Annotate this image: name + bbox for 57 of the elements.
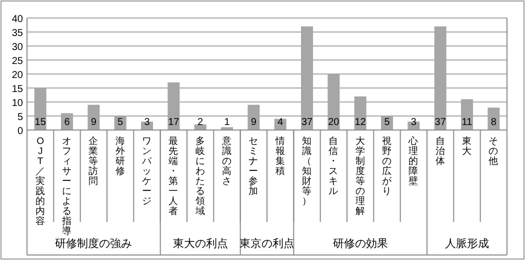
x-tick-label: 意識の高さ	[221, 135, 232, 187]
x-tick-label: 企業等訪問	[88, 135, 99, 187]
data-label: 12	[354, 117, 366, 128]
bar	[301, 26, 313, 130]
bar	[461, 99, 473, 130]
bar	[434, 26, 446, 130]
y-tick-label: 30	[12, 42, 24, 53]
bar	[221, 127, 233, 130]
category-label: オフィサーによる指導	[62, 136, 72, 237]
x-tick-label: 大学制度等の理解	[355, 135, 366, 217]
text: 研修の効果	[332, 237, 388, 250]
data-label: 9	[250, 117, 257, 128]
x-tick-label: 東大	[462, 135, 472, 157]
y-tick-label: 0	[17, 126, 24, 137]
x-tick-label: 自信・スキル	[328, 135, 339, 197]
y-tick-label: 10	[12, 98, 24, 109]
x-tick-label: セミナー参加	[248, 136, 259, 197]
bar	[168, 82, 180, 130]
x-tick-label: 最先端・第一人者	[168, 136, 179, 217]
data-label: 15	[34, 117, 46, 128]
data-label: 8	[490, 117, 497, 128]
data-label: 37	[301, 117, 313, 128]
data-label: 20	[328, 117, 340, 128]
text: 東京の利点	[240, 237, 294, 250]
y-tick-label: 5	[17, 112, 24, 123]
data-label: 5	[384, 117, 390, 128]
data-label: 37	[434, 117, 446, 128]
x-tick-label: 知識（知財等）	[302, 135, 312, 207]
data-label: 3	[144, 117, 150, 128]
data-label: 11	[462, 117, 473, 128]
category-label: OJT／実践的内容	[35, 136, 46, 227]
text: 人脈形成	[445, 237, 489, 250]
y-tick-label: 15	[12, 84, 24, 95]
y-tick-label: 20	[12, 70, 24, 81]
x-tick-label: 多岐にわたる領域	[194, 135, 206, 217]
x-tick-label: ワンパッケージ	[141, 136, 153, 207]
x-tick-label: 自治体	[435, 135, 446, 167]
data-label: 9	[90, 117, 97, 128]
data-label: 5	[118, 117, 124, 128]
data-label: 17	[168, 117, 180, 128]
x-tick-label: 情報集積	[274, 135, 286, 177]
data-label: 6	[64, 117, 70, 128]
x-tick-label: 心理的障壁	[408, 135, 419, 187]
y-tick-label: 40	[12, 14, 24, 25]
x-tick-label: 海外研修	[115, 135, 126, 177]
text: 東大の利点	[172, 237, 228, 250]
data-label: 2	[198, 117, 204, 128]
data-label: 3	[410, 117, 417, 128]
text: 研修制度の強み	[55, 237, 132, 250]
data-label: 4	[278, 117, 284, 128]
bar	[328, 74, 340, 130]
bar	[34, 88, 46, 130]
data-label: 1	[224, 117, 230, 128]
x-tick-label: 視野の広がり	[382, 135, 393, 197]
y-tick-label: 25	[12, 56, 24, 67]
y-tick-label: 35	[12, 28, 24, 39]
x-tick-label: その他	[488, 136, 499, 167]
